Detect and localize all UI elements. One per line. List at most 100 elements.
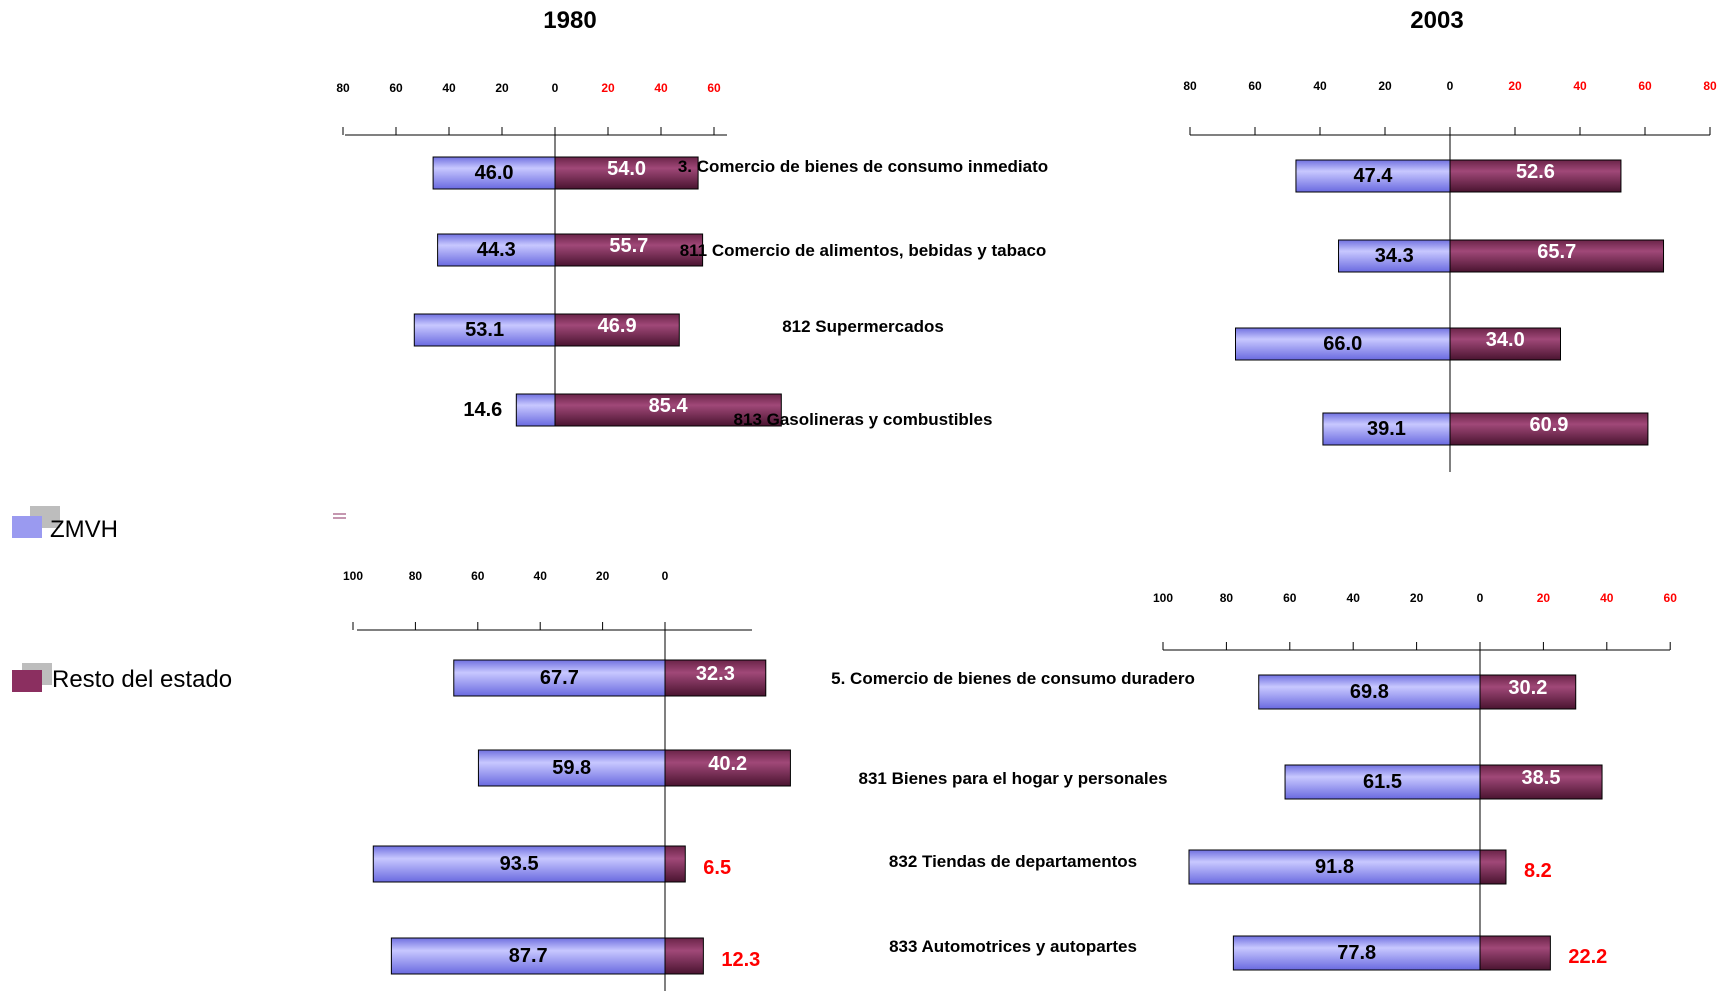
data-label-zmvh: 59.8 xyxy=(552,757,591,779)
tick-label-right: 60 xyxy=(1638,79,1652,93)
data-label-zmvh: 93.5 xyxy=(500,853,539,875)
category-label: 811 Comercio de alimentos, bebidas y tab… xyxy=(680,241,1047,260)
bar-resto xyxy=(664,749,791,787)
legend-swatch-zmvh xyxy=(12,516,42,538)
bar-zmvh xyxy=(453,659,666,697)
bar-resto xyxy=(664,937,704,975)
data-label-zmvh: 44.3 xyxy=(477,239,516,261)
bar-resto xyxy=(554,156,699,190)
tick-label-left: 60 xyxy=(471,569,485,583)
data-label-resto: 32.3 xyxy=(696,663,735,685)
bar-resto xyxy=(664,659,767,697)
bar-resto xyxy=(664,845,686,883)
tick-label-right: 40 xyxy=(1600,591,1614,605)
tick-label-left: 0 xyxy=(1447,79,1454,93)
data-label-zmvh: 39.1 xyxy=(1367,418,1406,440)
data-label-resto: 52.6 xyxy=(1516,161,1555,183)
category-label: 813 Gasolineras y combustibles xyxy=(734,410,993,429)
bar-resto xyxy=(554,313,680,347)
bar-zmvh xyxy=(1295,159,1451,193)
category-label: 5. Comercio de bienes de consumo durader… xyxy=(831,669,1195,688)
category-label: 831 Bienes para el hogar y personales xyxy=(859,769,1168,788)
data-label-zmvh: 46.0 xyxy=(475,162,514,184)
data-label-zmvh: 91.8 xyxy=(1315,856,1354,878)
legend-swatch-resto xyxy=(12,670,42,692)
bar-resto xyxy=(1479,849,1507,885)
data-label-resto: 8.2 xyxy=(1524,860,1552,882)
tick-label-left: 80 xyxy=(336,81,350,95)
tick-label-right: 40 xyxy=(654,81,668,95)
data-label-resto: 85.4 xyxy=(649,395,689,417)
data-label-resto: 34.0 xyxy=(1486,329,1525,351)
tick-label-left: 80 xyxy=(409,569,423,583)
data-label-zmvh: 66.0 xyxy=(1323,333,1362,355)
data-label-zmvh: 77.8 xyxy=(1337,942,1376,964)
bar-resto xyxy=(1479,674,1577,710)
chart-title: 2003 xyxy=(1410,7,1463,34)
bar-zmvh xyxy=(372,845,666,883)
bar-resto xyxy=(1449,239,1665,273)
bar-zmvh xyxy=(437,233,556,267)
tick-label-left: 40 xyxy=(1313,79,1327,93)
tick-label-left: 40 xyxy=(1347,591,1361,605)
data-label-resto: 46.9 xyxy=(598,315,637,337)
bar-resto xyxy=(1479,764,1603,800)
category-label: 832 Tiendas de departamentos xyxy=(889,852,1137,871)
data-label-resto: 38.5 xyxy=(1522,767,1561,789)
category-label: 3. Comercio de bienes de consumo inmedia… xyxy=(678,157,1048,176)
tick-label-left: 40 xyxy=(442,81,456,95)
bar-resto xyxy=(1449,412,1649,446)
tick-label-right: 60 xyxy=(1664,591,1678,605)
data-label-zmvh: 47.4 xyxy=(1354,165,1394,187)
tick-label-right: 80 xyxy=(1703,79,1717,93)
tick-label-left: 100 xyxy=(343,569,363,583)
bar-zmvh xyxy=(1338,239,1451,273)
tick-label-left: 100 xyxy=(1153,591,1173,605)
bar-resto xyxy=(554,233,704,267)
tick-label-left: 80 xyxy=(1183,79,1197,93)
bar-zmvh xyxy=(515,393,556,427)
bar-resto xyxy=(1449,159,1622,193)
tick-label-left: 20 xyxy=(1410,591,1424,605)
tick-label-left: 20 xyxy=(1378,79,1392,93)
tick-label-left: 0 xyxy=(1477,591,1484,605)
tick-label-right: 20 xyxy=(1537,591,1551,605)
data-label-resto: 60.9 xyxy=(1529,414,1568,436)
data-label-zmvh: 69.8 xyxy=(1350,681,1389,703)
legend-label-resto: Resto del estado xyxy=(52,666,233,693)
data-label-resto: 55.7 xyxy=(609,235,648,257)
data-label-zmvh: 87.7 xyxy=(509,945,548,967)
chart-title: 1980 xyxy=(543,7,596,34)
data-label-zmvh: 67.7 xyxy=(540,667,579,689)
data-label-resto: 54.0 xyxy=(607,158,646,180)
data-label-resto: 12.3 xyxy=(721,949,760,971)
tick-label-right: 20 xyxy=(1508,79,1522,93)
tick-label-left: 80 xyxy=(1220,591,1234,605)
tick-label-left: 40 xyxy=(534,569,548,583)
bar-resto xyxy=(554,393,782,427)
tick-label-right: 60 xyxy=(707,81,721,95)
legend-label-zmvh: ZMVH xyxy=(50,516,118,543)
data-label-zmvh: 53.1 xyxy=(465,319,504,341)
tick-label-right: 20 xyxy=(601,81,615,95)
bar-zmvh xyxy=(477,749,666,787)
bar-zmvh xyxy=(1235,327,1451,361)
tick-label-left: 0 xyxy=(552,81,559,95)
data-label-resto: 6.5 xyxy=(703,857,731,879)
bar-zmvh xyxy=(1284,764,1481,800)
data-label-resto: 40.2 xyxy=(708,753,747,775)
category-label: 812 Supermercados xyxy=(782,317,944,336)
tick-label-left: 60 xyxy=(1248,79,1262,93)
tick-label-left: 20 xyxy=(596,569,610,583)
bar-zmvh xyxy=(1188,849,1481,885)
data-label-zmvh: 34.3 xyxy=(1375,245,1414,267)
category-label: 833 Automotrices y autopartes xyxy=(889,937,1137,956)
bar-zmvh xyxy=(1258,674,1481,710)
data-label-zmvh: 14.6 xyxy=(463,399,502,421)
tick-label-left: 60 xyxy=(389,81,403,95)
data-label-resto: 30.2 xyxy=(1508,677,1547,699)
tick-label-left: 60 xyxy=(1283,591,1297,605)
tick-label-right: 40 xyxy=(1573,79,1587,93)
bar-zmvh xyxy=(1232,935,1481,971)
tick-label-left: 0 xyxy=(662,569,669,583)
